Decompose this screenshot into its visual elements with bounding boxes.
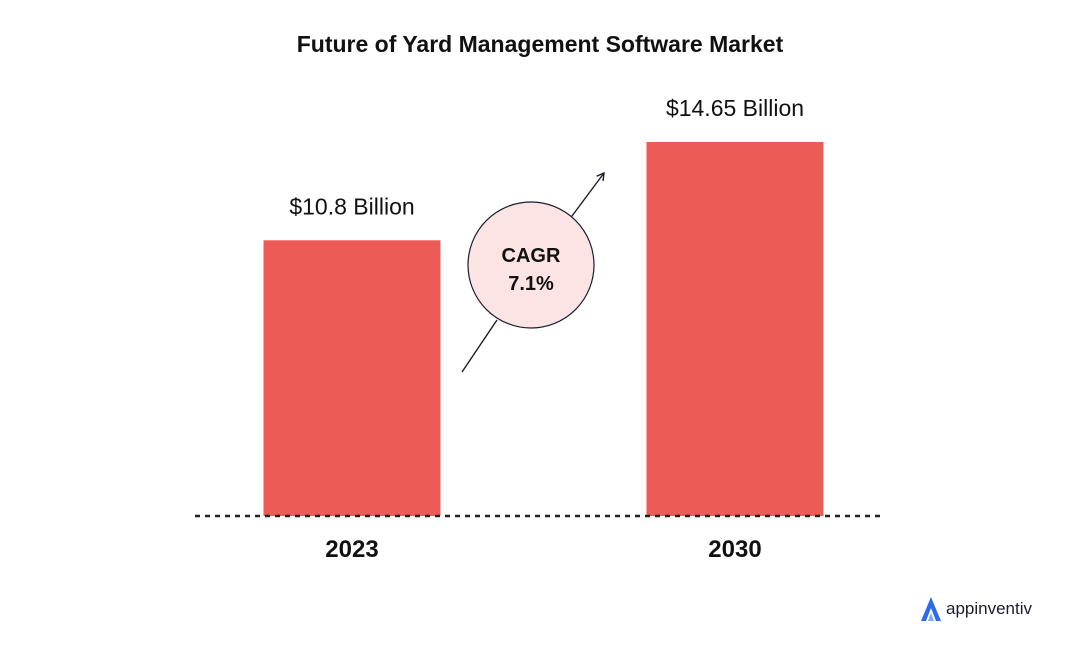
- cagr-value: 7.1%: [508, 273, 554, 295]
- data-label-2023: $10.8 Billion: [289, 193, 414, 219]
- cagr-label: CAGR: [502, 245, 561, 267]
- data-label-2030: $14.65 Billion: [666, 95, 804, 121]
- growth-arrow-upper: [568, 171, 605, 221]
- x-tick-label-2030: 2030: [708, 536, 761, 563]
- brand: appinventiv: [920, 596, 1032, 622]
- cagr-annotation: CAGR 7.1%: [461, 171, 605, 373]
- growth-arrow-lower: [461, 319, 498, 373]
- bar-2023: [263, 240, 441, 516]
- bar-2030: [646, 142, 824, 516]
- x-tick-label-2023: 2023: [325, 536, 378, 563]
- appinventiv-logo-icon: [920, 597, 941, 621]
- cagr-bubble: [467, 201, 595, 329]
- chart-title: Future of Yard Management Software Marke…: [297, 31, 784, 57]
- brand-name: appinventiv: [945, 599, 1032, 618]
